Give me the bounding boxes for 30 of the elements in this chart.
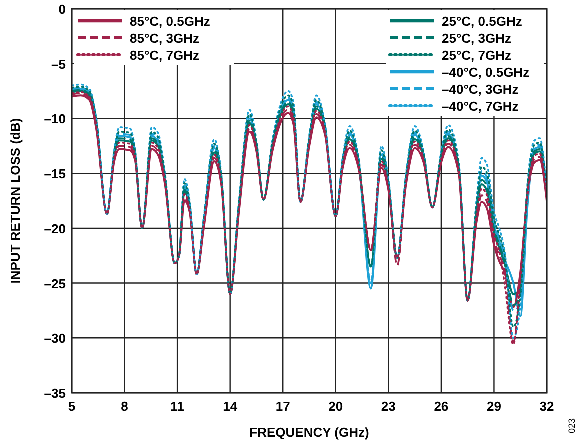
y-tick-label: –30 [44, 331, 66, 346]
x-tick-label: 8 [121, 399, 128, 414]
x-tick-label: 23 [381, 399, 396, 414]
y-axis-title: INPUT RETURN LOSS (dB) [8, 118, 23, 284]
x-tick-label: 29 [486, 399, 502, 414]
legend-label: 85°C, 7GHz [130, 48, 200, 63]
legend-label: 25°C, 0.5GHz [442, 14, 523, 29]
x-tick-label: 11 [170, 399, 184, 414]
x-tick-label: 5 [68, 399, 76, 414]
legend-label: –40°C, 3GHz [442, 82, 520, 97]
y-tick-label: –25 [44, 276, 66, 292]
legend-label: –40°C, 0.5GHz [442, 65, 530, 80]
legend-label: –40°C, 7GHz [442, 99, 520, 114]
text: 023 [567, 418, 577, 434]
legend-label: 25°C, 7GHz [442, 48, 512, 63]
x-tick-label: 26 [434, 399, 449, 414]
y-tick-label: –15 [44, 166, 66, 182]
y-tick-label: –10 [44, 112, 66, 127]
x-tick-label: 20 [328, 399, 344, 414]
y-tick-label: –20 [44, 221, 66, 236]
x-axis-title: FREQUENCY (GHz) [250, 425, 370, 440]
x-tick-label: 14 [223, 399, 238, 414]
y-tick-label: –35 [44, 386, 66, 401]
y-tick-label: –5 [52, 56, 66, 72]
legend-label: 85°C, 3GHz [130, 31, 200, 46]
legend-label: 25°C, 3GHz [442, 31, 512, 46]
x-tick-label: 17 [276, 399, 290, 414]
x-tick-label: 32 [540, 399, 554, 414]
legend-label: 85°C, 0.5GHz [130, 14, 211, 29]
y-tick-label: 0 [58, 2, 66, 17]
